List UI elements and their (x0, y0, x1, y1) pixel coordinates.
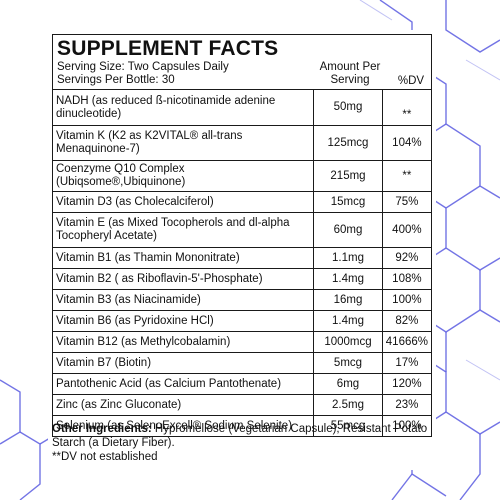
nutrient-name: Vitamin B1 (as Thamin Mononitrate) (53, 247, 315, 269)
nutrient-dv: 400% (382, 212, 431, 248)
nutrient-dv: 104% (382, 125, 431, 161)
supplement-facts-panel: SUPPLEMENT FACTS Serving Size: Two Capsu… (48, 30, 436, 470)
nutrient-dv: 120% (382, 373, 431, 395)
other-ingredients-label: Other Ingredients: (52, 423, 152, 435)
table-row: Zinc (as Zinc Gluconate) 2.5mg 23% (53, 394, 431, 416)
nutrient-amount: 5mcg (313, 352, 383, 374)
table-row: Pantothenic Acid (as Calcium Pantothenat… (53, 373, 431, 395)
nutrient-amount: 50mg (313, 90, 383, 126)
nutrient-name: Selenium (as SelenoExcell® Sodium Seleni… (53, 415, 315, 436)
supplement-facts-box: SUPPLEMENT FACTS Serving Size: Two Capsu… (52, 34, 432, 437)
nutrient-name: Zinc (as Zinc Gluconate) (53, 394, 315, 416)
serving-size: Serving Size: Two Capsules Daily (57, 61, 229, 73)
table-row: Vitamin B6 (as Pyridoxine HCl) 1.4mg 82% (53, 310, 431, 332)
other-ingredients-text: Other Ingredients: Hypromellose (Vegetar… (52, 422, 432, 450)
table-row: Vitamin B2 ( as Riboflavin-5'-Phosphate)… (53, 268, 431, 290)
table-row: Coenzyme Q10 Complex (Ubiqsome®,Ubiquino… (53, 160, 431, 192)
table-row: Selenium (as SelenoExcell® Sodium Seleni… (53, 415, 431, 436)
serving-info-row: Serving Size: Two Capsules Daily Serving… (53, 61, 431, 90)
nutrient-dv: 108% (382, 268, 431, 290)
nutrient-amount: 125mcg (313, 125, 383, 161)
table-row: Vitamin D3 (as Cholecalciferol) 15mcg 75… (53, 191, 431, 213)
nutrient-amount: 55mcg (313, 415, 383, 436)
nutrient-name: Vitamin D3 (as Cholecalciferol) (53, 191, 315, 213)
nutrient-dv: 23% (382, 394, 431, 416)
nutrient-name: NADH (as reduced ß-nicotinamide adenine … (53, 90, 315, 126)
nutrient-amount: 60mg (313, 212, 383, 248)
table-row: Vitamin B12 (as Methylcobalamin) 1000mcg… (53, 331, 431, 353)
nutrient-name: Vitamin B7 (Biotin) (53, 352, 315, 374)
nutrient-amount: 215mg (313, 160, 383, 192)
servings-per-bottle: Servings Per Bottle: 30 (57, 74, 175, 86)
dv-header: %DV (397, 75, 425, 87)
nutrient-amount: 16mg (313, 289, 383, 311)
table-row: Vitamin B3 (as Niacinamide) 16mg 100% (53, 289, 431, 311)
nutrient-dv: 92% (382, 247, 431, 269)
nutrient-dv: 75% (382, 191, 431, 213)
nutrient-name: Vitamin B2 ( as Riboflavin-5'-Phosphate) (53, 268, 315, 290)
dv-footnote: **DV not established (52, 451, 158, 463)
nutrient-amount: 6mg (313, 373, 383, 395)
nutrient-name: Pantothenic Acid (as Calcium Pantothenat… (53, 373, 315, 395)
nutrient-amount: 15mcg (313, 191, 383, 213)
other-ingredients: Other Ingredients: Hypromellose (Vegetar… (52, 422, 432, 464)
table-row: Vitamin E (as Mixed Tocopherols and dl-a… (53, 212, 431, 248)
nutrient-amount: 1000mcg (313, 331, 383, 353)
nutrient-dv: 100% (392, 419, 422, 432)
nutrient-dv: ** (382, 90, 431, 126)
nutrient-dv: 41666% (382, 331, 431, 353)
table-row: NADH (as reduced ß-nicotinamide adenine … (53, 90, 431, 126)
nutrient-name: Vitamin K (K2 as K2VITAL® all-trans Mena… (53, 125, 315, 161)
nutrient-name: Vitamin B3 (as Niacinamide) (53, 289, 315, 311)
nutrient-name: Vitamin B12 (as Methylcobalamin) (53, 331, 315, 353)
table-row: Vitamin B1 (as Thamin Mononitrate) 1.1mg… (53, 247, 431, 269)
facts-title: SUPPLEMENT FACTS (57, 37, 279, 60)
nutrient-dv: 82% (382, 310, 431, 332)
nutrient-amount: 1.4mg (313, 268, 383, 290)
other-ingredients-list: Hypromellose (Vegetarian Capsule), Resis… (52, 423, 428, 449)
table-row: Vitamin B7 (Biotin) 5mcg 17% (53, 352, 431, 374)
amount-per-serving-header: Amount Per Serving (319, 61, 381, 86)
nutrient-dv: 17% (382, 352, 431, 374)
nutrient-name: Coenzyme Q10 Complex (Ubiqsome®,Ubiquino… (53, 160, 315, 192)
nutrient-amount: 1.1mg (313, 247, 383, 269)
nutrient-name: Vitamin B6 (as Pyridoxine HCl) (53, 310, 315, 332)
nutrient-amount: 2.5mg (313, 394, 383, 416)
nutrient-table: NADH (as reduced ß-nicotinamide adenine … (53, 90, 431, 436)
nutrient-amount: 1.4mg (313, 310, 383, 332)
nutrient-dv: 100% (382, 289, 431, 311)
table-row: Vitamin K (K2 as K2VITAL® all-trans Mena… (53, 125, 431, 161)
serving-info: Serving Size: Two Capsules Daily Serving… (57, 61, 229, 87)
nutrient-dv: ** (382, 160, 431, 192)
nutrient-name: Vitamin E (as Mixed Tocopherols and dl-a… (53, 212, 315, 248)
